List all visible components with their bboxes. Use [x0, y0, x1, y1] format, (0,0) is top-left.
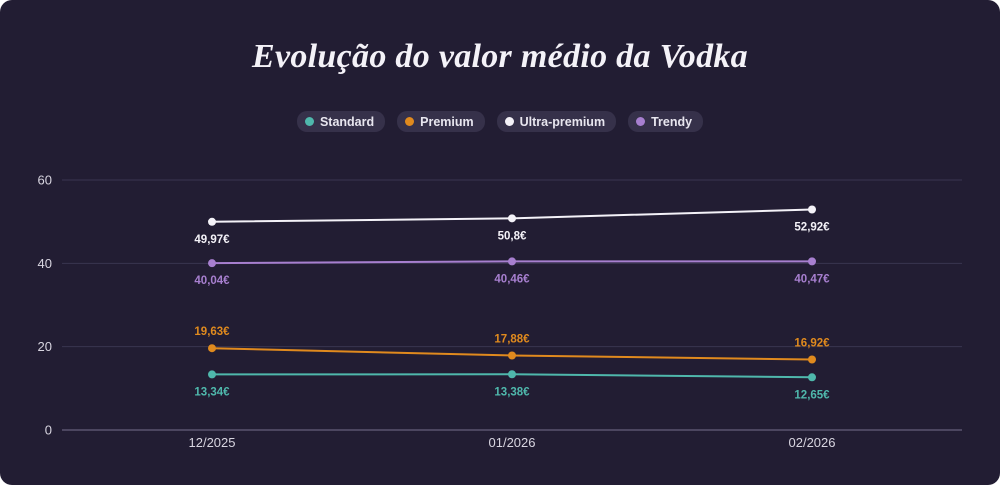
data-point-marker[interactable]	[208, 259, 216, 268]
x-tick-label: 02/2026	[789, 435, 836, 450]
legend-item-ultra-premium[interactable]: Ultra-premium	[496, 111, 617, 132]
legend-label: Premium	[420, 114, 474, 129]
legend-dot-icon	[636, 117, 646, 126]
legend-dot-icon	[504, 117, 514, 126]
series-ultra-premium: 49,97€ 50,8€ 52,92€	[194, 205, 830, 246]
data-label: 13,34€	[194, 386, 230, 398]
data-label: 40,47€	[794, 273, 830, 285]
legend-item-standard[interactable]: Standard	[296, 111, 386, 132]
legend-dot-icon	[304, 117, 314, 126]
data-label: 40,46€	[494, 273, 530, 285]
data-point-marker[interactable]	[808, 205, 816, 214]
y-tick-label: 0	[45, 423, 52, 438]
data-series: 13,34€ 13,38€ 12,65€ 19,63€ 17,88€ 16,92€ 49,9…	[194, 205, 830, 401]
data-point-marker[interactable]	[508, 351, 516, 360]
x-tick-label: 12/2025	[189, 435, 236, 450]
series-premium: 19,63€ 17,88€ 16,92€	[194, 326, 830, 364]
legend-label: Standard	[319, 114, 375, 129]
y-tick-label: 20	[38, 339, 52, 354]
legend-item-trendy[interactable]: Trendy	[628, 111, 704, 132]
data-label: 17,88€	[494, 334, 530, 346]
data-point-marker[interactable]	[208, 344, 216, 353]
y-tick-label: 60	[38, 173, 52, 188]
data-label: 50,8€	[498, 230, 527, 242]
data-label: 12,65€	[794, 389, 830, 401]
data-point-marker[interactable]	[808, 373, 816, 382]
data-point-marker[interactable]	[808, 355, 816, 364]
data-label: 49,97€	[194, 234, 230, 246]
series-trendy: 40,04€ 40,46€ 40,47€	[194, 257, 830, 287]
data-label: 52,92€	[794, 222, 830, 234]
data-point-marker[interactable]	[508, 370, 516, 379]
data-point-marker[interactable]	[208, 217, 216, 226]
chart-title: Evolução do valor médio da Vodka	[252, 38, 748, 75]
legend-item-premium[interactable]: Premium	[397, 111, 485, 132]
data-label: 40,04€	[194, 275, 230, 287]
series-standard: 13,34€ 13,38€ 12,65€	[194, 370, 830, 401]
chart-legend: Standard Premium Ultra-premium Trendy	[0, 111, 1000, 132]
x-tick-label: 01/2026	[489, 435, 536, 450]
x-axis-ticks: 12/2025 01/2026 02/2026	[189, 435, 836, 450]
y-tick-label: 40	[38, 256, 52, 271]
legend-label: Ultra-premium	[519, 114, 606, 129]
data-point-marker[interactable]	[508, 214, 516, 223]
data-point-marker[interactable]	[208, 370, 216, 379]
data-point-marker[interactable]	[808, 257, 816, 266]
data-point-marker[interactable]	[508, 257, 516, 266]
legend-label: Trendy	[651, 114, 693, 129]
data-label: 19,63€	[194, 326, 230, 338]
data-label: 13,38€	[494, 386, 530, 398]
y-axis-ticks: 0 20 40 60	[38, 173, 52, 438]
data-label: 16,92€	[794, 338, 830, 350]
legend-dot-icon	[405, 117, 415, 126]
